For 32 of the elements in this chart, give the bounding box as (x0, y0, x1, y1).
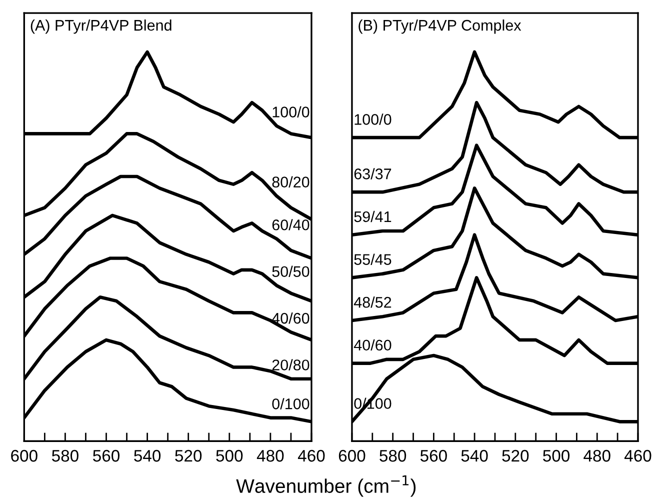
series-label: 63/37 (354, 168, 392, 180)
series-label: 40/60 (354, 339, 392, 351)
x-tick-label: 460 (624, 450, 652, 462)
x-tick-label: 500 (216, 450, 243, 462)
x-tick-label: 520 (175, 450, 202, 462)
x-tick-label: 540 (134, 450, 161, 462)
chart-title: (A) PTyr/P4VP Blend (30, 20, 172, 34)
x-tick-label: 480 (584, 450, 610, 462)
series-label: 59/41 (354, 210, 392, 222)
x-axis-title: Wavenumber (cm$^{−1}$) (236, 475, 416, 497)
series-label: 50/50 (272, 266, 310, 278)
series-label: 40/60 (272, 312, 310, 324)
series-label: 48/52 (354, 296, 392, 308)
x-tick-label: 560 (93, 450, 120, 462)
series-label: 80/20 (272, 176, 310, 188)
x-tick-label: 580 (380, 450, 406, 462)
x-tick-label: 600 (338, 450, 366, 462)
series-label: 55/45 (354, 254, 392, 265)
x-tick-label: 600 (11, 450, 38, 462)
x-tick-label: 560 (420, 450, 447, 462)
chart-title: (B) PTyr/P4VP Complex (358, 20, 522, 34)
series-label: 0/100 (272, 398, 310, 410)
x-tick-label: 540 (461, 450, 488, 462)
x-tick-label: 520 (502, 450, 529, 462)
series-label: 60/40 (272, 219, 310, 230)
x-tick-label: 500 (543, 450, 570, 462)
x-tick-label: 460 (298, 450, 325, 462)
series-label: 100/0 (354, 114, 392, 125)
x-tick-label: 480 (256, 450, 284, 462)
x-tick-label: 580 (52, 450, 78, 462)
series-label: 20/80 (272, 359, 310, 370)
series-label: 100/0 (272, 106, 310, 118)
